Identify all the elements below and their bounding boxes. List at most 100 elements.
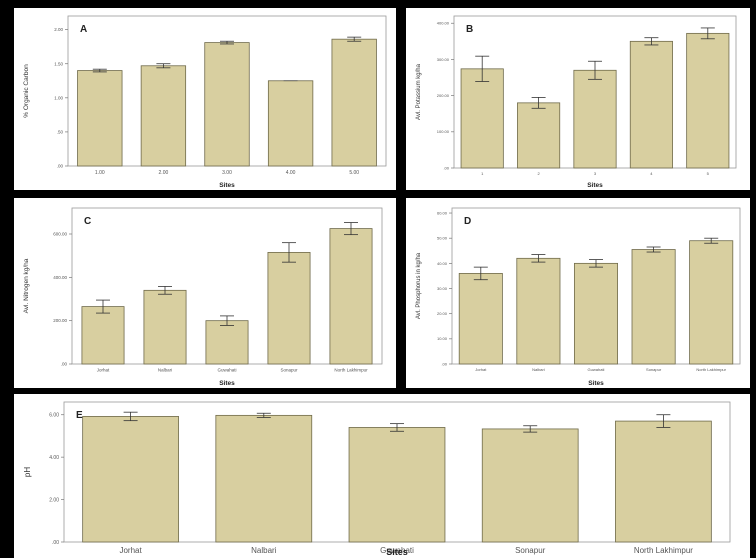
x-tick-label: 5.00 bbox=[349, 170, 359, 176]
y-tick-label: .00 bbox=[443, 165, 449, 170]
x-tick-label: 5 bbox=[707, 171, 710, 176]
x-tick-label: 1.00 bbox=[95, 170, 105, 176]
x-tick-label: Nalbari bbox=[532, 367, 545, 372]
panel-label-a: A bbox=[80, 24, 87, 35]
y-axis-label: Avl. Nitrogen kg/ha bbox=[23, 258, 30, 313]
y-tick-label: 400.00 bbox=[53, 275, 67, 280]
x-axis-label: Sites bbox=[219, 182, 235, 189]
y-tick-label: 10.00 bbox=[437, 336, 448, 341]
bar-c-1 bbox=[81, 306, 125, 365]
bar-c-4 bbox=[267, 252, 311, 365]
y-tick-label: .00 bbox=[57, 164, 64, 169]
bar-a-5 bbox=[331, 38, 377, 167]
bar-b-4 bbox=[629, 40, 673, 169]
x-tick-label: Nalbari bbox=[251, 546, 277, 555]
y-tick-label: .50 bbox=[57, 129, 64, 134]
x-axis-label: Sites bbox=[587, 182, 603, 189]
x-tick-label: Jorhat bbox=[475, 367, 487, 372]
x-tick-label: 3 bbox=[594, 171, 597, 176]
x-tick-label: Guwahati bbox=[217, 368, 236, 373]
y-tick-label: 20.00 bbox=[437, 311, 448, 316]
bar-d-1 bbox=[458, 273, 503, 365]
bar-a-4 bbox=[267, 80, 314, 167]
bar-d-3 bbox=[573, 262, 618, 365]
x-tick-label: 1 bbox=[481, 171, 484, 176]
chart-b: B .00 100.00 200.00 300.00 400.00 Avl. Potassi… bbox=[416, 15, 737, 189]
chart-a: A .00 .50 1.00 1.50 2.00 % Organic Carbon 1.00 2… bbox=[23, 15, 387, 189]
x-tick-label: 4.00 bbox=[286, 170, 296, 176]
bar-e-4 bbox=[481, 428, 579, 543]
panel-label-c: C bbox=[84, 216, 91, 227]
y-tick-label: 30.00 bbox=[437, 286, 448, 291]
y-tick-label: 100.00 bbox=[437, 129, 450, 134]
bar-e-3 bbox=[348, 427, 446, 543]
panel-e: E .00 2.00 4.00 6.00 pH Jorhat Nalbari Guwahati S… bbox=[14, 394, 750, 558]
y-tick-label: 300.00 bbox=[437, 57, 450, 62]
panel-label-b: B bbox=[466, 24, 473, 35]
panel-a: A .00 .50 1.00 1.50 2.00 % Organic Carbon 1.00 2… bbox=[14, 8, 396, 190]
x-tick-label: North Lakhimpur bbox=[634, 546, 693, 555]
panel-b: B .00 100.00 200.00 300.00 400.00 Avl. Potassi… bbox=[406, 8, 750, 190]
x-tick-label: Guwahati bbox=[380, 546, 414, 555]
bar-b-2 bbox=[517, 102, 561, 169]
y-tick-label: 2.00 bbox=[54, 27, 63, 32]
bar-e-5 bbox=[615, 420, 712, 543]
y-axis-label: Avl. Phosphorus in kg/ha bbox=[416, 252, 422, 319]
bar-d-2 bbox=[516, 257, 561, 365]
x-tick-label: Sonapur bbox=[280, 368, 298, 373]
x-tick-label: 2 bbox=[537, 171, 540, 176]
x-tick-label: Sonapur bbox=[515, 546, 546, 555]
y-tick-label: 400.00 bbox=[437, 21, 450, 26]
x-tick-label: North Lakhimpur bbox=[696, 367, 726, 372]
bar-e-1 bbox=[82, 416, 179, 543]
x-tick-label: 3.00 bbox=[222, 170, 232, 176]
y-tick-label: 200.00 bbox=[437, 93, 450, 98]
x-tick-label: Jorhat bbox=[97, 368, 110, 373]
bar-b-1 bbox=[460, 68, 504, 169]
chart-c: C .00 200.00 400.00 600.00 Avl. Nitrogen kg/h… bbox=[23, 207, 383, 387]
y-tick-label: 6.00 bbox=[49, 412, 59, 418]
y-tick-label: 200.00 bbox=[53, 318, 67, 323]
x-tick-label: North Lakhimpur bbox=[334, 368, 368, 373]
x-axis-label: Sites bbox=[219, 380, 235, 387]
x-tick-label: 4 bbox=[650, 171, 653, 176]
bar-a-2 bbox=[140, 65, 187, 167]
y-tick-label: 4.00 bbox=[49, 455, 59, 461]
panel-label-e: E bbox=[76, 410, 83, 421]
chart-d: D .00 10.00 20.00 30.00 40.00 50.00 60.00 Avl. P… bbox=[416, 207, 741, 387]
x-tick-label: Jorhat bbox=[119, 546, 142, 555]
bar-c-3 bbox=[205, 320, 249, 365]
y-tick-label: 1.00 bbox=[54, 95, 63, 100]
bar-e-2 bbox=[215, 414, 313, 543]
bar-d-5 bbox=[689, 240, 734, 365]
y-tick-label: 1.50 bbox=[54, 61, 63, 66]
y-tick-label: .00 bbox=[52, 540, 59, 546]
y-axis-label: % Organic Carbon bbox=[23, 64, 30, 118]
bar-b-3 bbox=[573, 69, 617, 169]
bar-a-3 bbox=[204, 42, 250, 167]
y-tick-label: 600.00 bbox=[53, 232, 67, 237]
x-tick-label: Nalbari bbox=[158, 368, 172, 373]
y-tick-label: .00 bbox=[61, 362, 68, 367]
bar-c-2 bbox=[143, 289, 187, 365]
bar-c-5 bbox=[329, 228, 373, 365]
bar-a-1 bbox=[77, 70, 123, 167]
bar-b-5 bbox=[686, 32, 730, 169]
y-tick-label: 40.00 bbox=[437, 261, 448, 266]
y-tick-label: 50.00 bbox=[437, 236, 448, 241]
x-axis-label: Sites bbox=[386, 547, 408, 557]
y-axis-label: Avl. Potassium kg/ha bbox=[416, 63, 422, 120]
y-tick-label: 2.00 bbox=[49, 497, 59, 503]
x-axis-label: Sites bbox=[588, 380, 604, 387]
x-tick-label: Sonapur bbox=[646, 367, 662, 372]
panel-label-d: D bbox=[464, 216, 471, 227]
y-tick-label: 60.00 bbox=[437, 210, 448, 215]
y-axis-label: pH bbox=[23, 467, 32, 477]
bar-d-4 bbox=[631, 249, 676, 365]
y-tick-label: .00 bbox=[441, 361, 447, 366]
panel-d: D .00 10.00 20.00 30.00 40.00 50.00 60.00 Avl. P… bbox=[406, 198, 750, 388]
x-tick-label: 2.00 bbox=[159, 170, 169, 176]
x-tick-label: Guwahati bbox=[588, 367, 605, 372]
panel-c: C .00 200.00 400.00 600.00 Avl. Nitrogen kg/h… bbox=[14, 198, 396, 388]
